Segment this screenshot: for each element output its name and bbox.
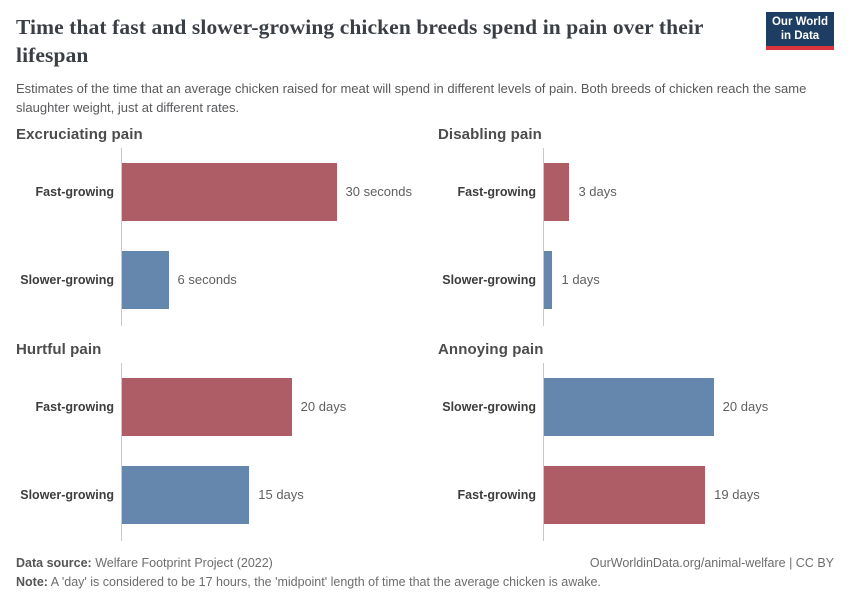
bar-row: Fast-growing 20 days xyxy=(36,363,412,451)
bar-value-label: 20 days xyxy=(300,399,347,415)
bar-value-label: 20 days xyxy=(722,399,769,415)
category-label: Slower-growing xyxy=(20,272,114,287)
bar-slower-growing xyxy=(122,465,250,524)
bar-slower-growing xyxy=(544,377,714,436)
footer: Data source: Welfare Footprint Project (… xyxy=(16,554,834,593)
category-label: Slower-growing xyxy=(20,487,114,502)
category-label: Fast-growing xyxy=(35,399,114,414)
panel-plot: Fast-growing 30 seconds Slower-growing 6… xyxy=(20,147,413,326)
bar-value-label: 6 seconds xyxy=(177,272,237,288)
y-axis-line xyxy=(543,147,544,326)
bar-row: Fast-growing 30 seconds xyxy=(36,148,413,236)
bar-row: Fast-growing 3 days xyxy=(458,148,834,236)
bar-value-label: 1 days xyxy=(561,272,600,288)
owid-logo: Our World in Data xyxy=(766,12,834,50)
note-text: A 'day' is considered to be 17 hours, th… xyxy=(47,575,601,590)
owid-logo-line2: in Data xyxy=(780,30,820,42)
panel-annoying-pain: Annoying pain Slower-growing 20 days Fas… xyxy=(438,341,834,541)
bar-fast-growing xyxy=(544,465,706,524)
bar-slower-growing xyxy=(122,250,169,309)
data-source-value: Welfare Footprint Project (2022) xyxy=(91,555,273,570)
bar-fast-growing xyxy=(122,377,292,436)
y-axis-line xyxy=(543,362,544,541)
panel-title: Hurtful pain xyxy=(16,340,102,358)
bar-value-label: 30 seconds xyxy=(345,184,413,200)
bar-slower-growing xyxy=(544,250,553,309)
header: Time that fast and slower-growing chicke… xyxy=(16,12,834,70)
panel-disabling-pain: Disabling pain Fast-growing 3 days Slowe… xyxy=(438,126,834,326)
panel-title: Disabling pain xyxy=(438,125,542,143)
bar-row: Slower-growing 20 days xyxy=(442,363,834,451)
category-label: Slower-growing xyxy=(442,272,536,287)
y-axis-line xyxy=(121,362,122,541)
data-source-line: Data source: Welfare Footprint Project (… xyxy=(16,554,273,573)
bar-value-label: 3 days xyxy=(578,184,617,200)
note-line: Note: A 'day' is considered to be 17 hou… xyxy=(16,573,834,592)
attribution-text: OurWorldinData.org/animal-welfare | CC B… xyxy=(589,555,834,570)
panel-hurtful-pain: Hurtful pain Fast-growing 20 days Slower… xyxy=(16,341,412,541)
panel-title: Excruciating pain xyxy=(16,125,143,143)
bar-value-label: 15 days xyxy=(258,487,304,503)
panel-excruciating-pain: Excruciating pain Fast-growing 30 second… xyxy=(16,126,412,326)
category-label: Slower-growing xyxy=(442,399,536,414)
data-source-label: Data source: xyxy=(16,555,92,570)
note-label: Note: xyxy=(16,575,48,590)
panel-title: Annoying pain xyxy=(438,340,544,358)
chart-subtitle: Estimates of the time that an average ch… xyxy=(16,80,807,116)
bar-row: Fast-growing 19 days xyxy=(458,451,834,539)
bar-fast-growing xyxy=(122,162,337,221)
owid-logo-line1: Our World xyxy=(771,15,828,28)
small-multiples-grid: Excruciating pain Fast-growing 30 second… xyxy=(16,126,834,541)
panel-plot: Fast-growing 3 days Slower-growing 1 day… xyxy=(442,147,834,326)
page-title: Time that fast and slower-growing chicke… xyxy=(16,15,704,67)
category-label: Fast-growing xyxy=(35,184,114,199)
category-label: Fast-growing xyxy=(457,184,536,199)
bar-row: Slower-growing 6 seconds xyxy=(20,236,412,324)
bar-row: Slower-growing 15 days xyxy=(20,451,412,539)
panel-plot: Fast-growing 20 days Slower-growing 15 d… xyxy=(20,362,412,541)
bar-value-label: 19 days xyxy=(714,487,760,503)
panel-plot: Slower-growing 20 days Fast-growing 19 d… xyxy=(442,362,834,541)
bar-row: Slower-growing 1 days xyxy=(442,236,834,324)
bar-fast-growing xyxy=(544,162,570,221)
footer-top-row: Data source: Welfare Footprint Project (… xyxy=(16,554,834,573)
y-axis-line xyxy=(121,147,122,326)
category-label: Fast-growing xyxy=(457,487,536,502)
